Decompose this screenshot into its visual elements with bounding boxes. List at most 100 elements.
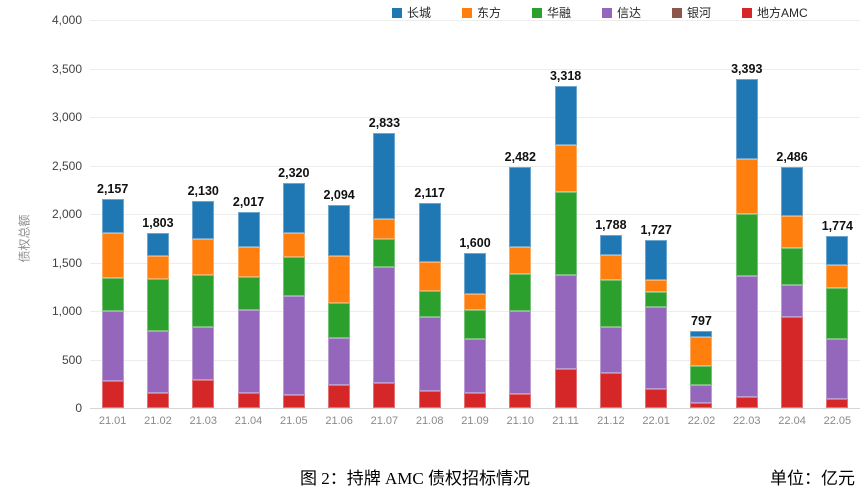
bar-segment-东方 (735, 158, 758, 214)
bar-segment-地方AMC (781, 317, 804, 408)
legend: 长城 东方 华融 信达 银河 地方AMC (0, 6, 865, 22)
bar-segment-华融 (826, 288, 849, 339)
legend-swatch-icon (392, 8, 402, 18)
bar-segment-长城 (328, 204, 351, 256)
bar-segment-东方 (645, 279, 668, 293)
y-axis-title: 债权总额 (17, 214, 32, 263)
bar-segment-地方AMC (237, 392, 260, 408)
y-axis-tick-label: 3,500 (51, 61, 82, 76)
bar-segment-信达 (781, 285, 804, 318)
bar-segment-信达 (282, 296, 305, 395)
legend-label: 长城 (407, 6, 432, 20)
bar-segment-信达 (328, 337, 351, 385)
bar-total-label: 1,600 (459, 235, 491, 250)
bar-segment-地方AMC (192, 379, 215, 408)
bar-segment-地方AMC (554, 369, 577, 408)
legend-item-长城: 长城 (392, 6, 431, 20)
gridline-3000 (90, 117, 860, 118)
y-axis-tick-label: 0 (75, 401, 82, 415)
legend-label: 地方AMC (757, 6, 808, 20)
x-axis-tick-label: 22.05 (823, 415, 852, 427)
x-axis-tick-label: 21.01 (98, 415, 127, 427)
bar-segment-东方 (781, 216, 804, 248)
x-axis-tick-label: 21.02 (144, 415, 172, 427)
legend-swatch-icon (742, 8, 752, 18)
bar-segment-信达 (373, 267, 396, 383)
bar-segment-信达 (418, 317, 441, 392)
bar-segment-华融 (373, 239, 396, 268)
bar-segment-地方AMC (328, 385, 351, 408)
bar-segment-华融 (599, 280, 622, 327)
bar-total-label: 2,482 (504, 150, 536, 165)
x-axis-tick-label: 21.11 (552, 415, 579, 427)
bar-segment-长城 (418, 202, 441, 262)
legend-swatch-icon (532, 8, 542, 18)
bar-segment-东方 (599, 255, 622, 281)
gridline-4000 (90, 20, 860, 21)
bar-segment-信达 (826, 338, 849, 399)
bar-segment-华融 (781, 247, 804, 285)
bar-total-label: 3,393 (731, 61, 763, 76)
y-axis-tick-label: 4,000 (51, 13, 82, 27)
bar-segment-东方 (464, 293, 486, 310)
bar-segment-长城 (282, 182, 305, 234)
y-axis-tick-label: 1,500 (51, 255, 82, 270)
bar-segment-长城 (237, 212, 260, 248)
bar-segment-地方AMC (690, 403, 713, 408)
bar-segment-地方AMC (101, 380, 124, 408)
bar-segment-长城 (826, 235, 849, 265)
bar-segment-华融 (418, 290, 441, 318)
bar-segment-地方AMC (373, 382, 396, 408)
bar-segment-信达 (554, 274, 577, 370)
bar-total-label: 2,117 (414, 185, 445, 200)
bar-segment-东方 (554, 145, 577, 192)
bar-segment-信达 (237, 310, 260, 393)
x-axis-tick-label: 21.07 (370, 415, 399, 427)
bar-segment-信达 (101, 311, 124, 381)
legend-item-东方: 东方 (462, 6, 501, 20)
bar-total-label: 3,318 (549, 69, 582, 84)
bar-total-label: 2,833 (368, 116, 401, 131)
bar-segment-信达 (690, 385, 713, 404)
legend-label: 信达 (617, 6, 642, 20)
bar-segment-华融 (645, 292, 668, 307)
bar-segment-华融 (464, 309, 486, 339)
y-axis-tick-label: 2,000 (51, 207, 82, 221)
bar-segment-长城 (192, 201, 215, 240)
bar-total-label: 797 (691, 313, 712, 328)
x-axis-tick-label: 22.02 (687, 415, 716, 427)
legend-label: 银河 (687, 6, 712, 20)
gridline-3500 (90, 68, 860, 70)
bar-segment-地方AMC (645, 389, 668, 408)
bar-segment-东方 (282, 233, 305, 257)
legend-item-银河: 银河 (672, 6, 711, 20)
bar-total-label: 2,094 (323, 187, 355, 202)
gridline-2500 (90, 165, 860, 167)
bar-segment-东方 (101, 232, 124, 278)
bar-segment-长城 (101, 198, 124, 233)
bar-total-label: 1,803 (142, 216, 174, 231)
bar-segment-华融 (101, 278, 124, 312)
x-axis-tick-label: 22.01 (642, 415, 670, 427)
x-axis-tick-label: 22.04 (778, 415, 806, 427)
x-axis-tick-label: 21.10 (506, 415, 535, 427)
x-axis-tick-label: 21.12 (597, 415, 625, 427)
y-axis-tick-label: 500 (61, 352, 82, 367)
legend-item-信达: 信达 (602, 6, 641, 20)
bar-segment-地方AMC (418, 391, 441, 408)
bar-total-label: 2,486 (776, 149, 808, 164)
bar-segment-长城 (645, 240, 668, 280)
unit-label: 单位：亿元 (770, 469, 855, 488)
bar-total-label: 1,727 (640, 223, 672, 238)
bar-total-label: 1,774 (821, 218, 853, 233)
bar-segment-东方 (328, 255, 351, 303)
bar-segment-信达 (146, 330, 169, 393)
bar-segment-地方AMC (509, 394, 532, 408)
bar-segment-长城 (509, 167, 532, 247)
bar-segment-地方AMC (826, 398, 849, 408)
bar-segment-东方 (509, 246, 532, 274)
bar-segment-华融 (735, 213, 758, 277)
y-axis-tick-label: 2,500 (51, 158, 82, 173)
bar-segment-长城 (599, 234, 622, 256)
bar-segment-东方 (690, 336, 713, 367)
